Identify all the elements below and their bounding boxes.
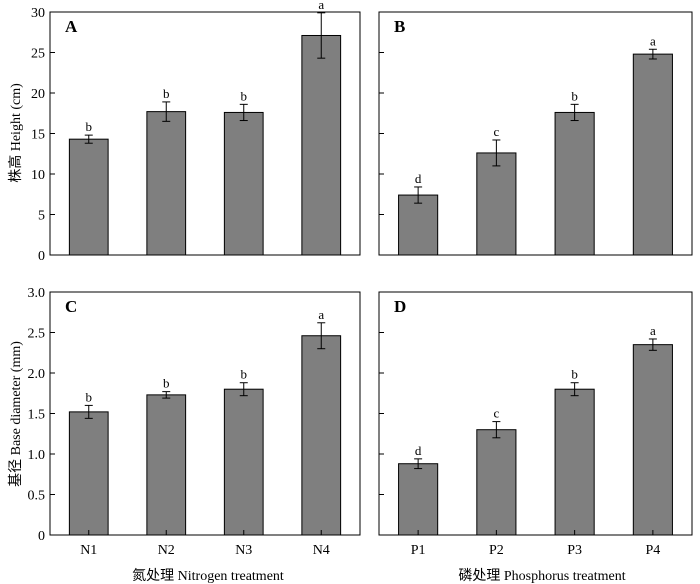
panel-letter: C [65,297,77,316]
category-label: P2 [489,543,504,558]
panel-letter: B [394,17,405,36]
y-axis-title-top: 株高 Height (cm) [7,83,24,183]
bar [554,388,595,536]
bar [476,152,517,256]
category-label: N4 [313,543,330,558]
significance-label: b [571,367,578,382]
category-label: P1 [411,543,426,558]
y-tick-label: 3.0 [28,286,46,301]
bar [632,53,673,256]
significance-label: a [318,307,324,322]
x-axis-title-right: 磷处理 Phosphorus treatment [458,568,625,584]
significance-label: a [650,323,656,338]
panel-b: d c b a B [378,11,693,256]
significance-label: b [86,389,93,404]
bar [301,335,342,536]
y-tick-label: 25 [31,47,45,62]
category-label: N2 [158,543,175,558]
y-tick-label: 20 [31,87,45,102]
bar [476,429,517,536]
y-tick-label: 2.5 [28,327,46,342]
category-label: N1 [80,543,97,558]
bar [223,388,264,536]
x-axis-title-left: 氮处理 Nitrogen treatment [132,568,284,584]
y-tick-label: 10 [31,168,45,183]
significance-label: b [163,86,170,101]
significance-label: b [241,88,248,103]
panel-letter: A [65,17,78,36]
bar [632,344,673,536]
category-label: P4 [645,543,660,558]
y-tick-label: 2.0 [28,367,46,382]
y-tick-label: 1.5 [28,408,46,423]
panels: 0 5 10 15 20 25 30 b b b a Ad c b a B 0 0.5 1.0 1.5 2.0 2.5 3.… [28,0,693,558]
bar [68,138,109,256]
y-tick-label: 0.5 [28,489,46,504]
bar [301,34,342,256]
bar [398,194,439,256]
panel-a: 0 5 10 15 20 25 30 b b b a A [31,0,361,264]
category-label: N3 [235,543,252,558]
significance-label: a [318,0,324,12]
significance-label: c [493,124,499,139]
significance-label: b [86,119,93,134]
y-tick-label: 30 [31,6,45,21]
significance-label: b [571,88,578,103]
panel-d: d P1 c P2 b P3 a P4 D [378,291,693,558]
bar [398,463,439,536]
significance-label: c [493,406,499,421]
bar [68,411,109,536]
bar [146,394,187,536]
y-tick-label: 15 [31,128,45,143]
significance-label: d [415,171,422,186]
bar [554,111,595,256]
y-tick-label: 1.0 [28,448,46,463]
bar [223,111,264,256]
y-tick-label: 0 [38,249,45,264]
significance-label: a [650,33,656,48]
y-tick-label: 0 [38,529,45,544]
significance-label: d [415,443,422,458]
significance-label: b [241,367,248,382]
y-axis-title-bottom: 基径 Base diameter (mm) [7,341,24,487]
panel-c: 0 0.5 1.0 1.5 2.0 2.5 3.0 b N1 b N2 b N3 a N4 C [28,286,361,558]
category-label: P3 [567,543,582,558]
bar [146,111,187,256]
significance-label: b [163,376,170,391]
y-tick-label: 5 [38,209,45,224]
panel-letter: D [394,297,406,316]
